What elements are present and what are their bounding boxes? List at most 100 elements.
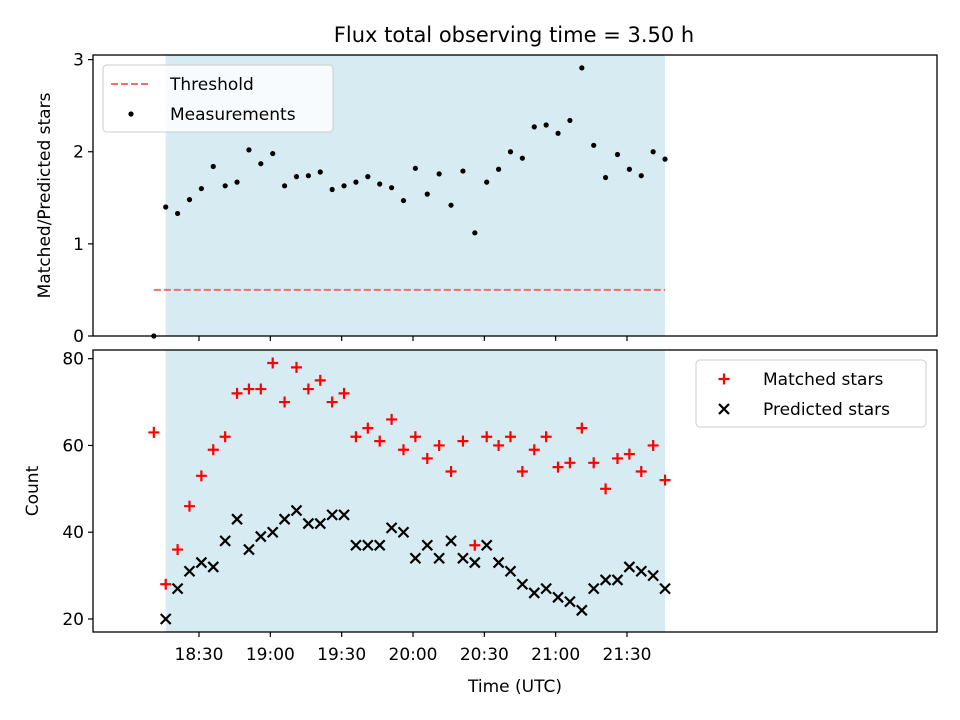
predicted-star-point [576,604,588,617]
predicted-star-point [171,582,184,595]
matched-star-point [231,387,243,399]
matched-star-point [528,444,540,456]
legend: Threshold Measurements [102,64,334,133]
y-axis-label: Count [23,465,43,516]
measurement-point [460,168,466,174]
measurement-point [175,210,181,217]
measurement-point [389,185,395,191]
measurement-point [555,130,561,136]
matched-star-point [540,431,552,443]
x-tick-label: 20:00 [389,645,438,665]
legend-measurement-swatch [128,111,134,117]
measurement-point [496,166,502,172]
measurement-point [198,185,204,192]
y-tick-label: 3 [73,51,84,71]
measurement-point [638,173,644,179]
predicted-star-point [338,509,350,521]
measurement-point [626,166,632,172]
legend-label: Measurements [170,105,296,125]
measurement-point [507,149,514,155]
matched-star-point [576,422,588,434]
matched-star-point [433,439,445,451]
predicted-star-point [469,556,481,569]
matched-star-point [314,374,326,386]
measurement-point [579,65,585,71]
x-tick-label: 18:30 [175,645,224,665]
legend-box [695,359,927,428]
measurement-point [210,163,216,170]
measurement-point [436,171,442,177]
predicted-star-point [231,513,243,525]
matched-star-point [469,539,481,551]
predicted-star-point [480,539,493,552]
matched-star-point [397,444,409,456]
measurement-point [519,155,525,161]
predicted-star-point [516,578,529,591]
matched-star-point [552,461,564,473]
legend-box [102,64,334,133]
y-axis-label: Matched/Predicted stars [35,92,55,298]
y-tick-label: 1 [73,235,84,255]
predicted-star-point [635,565,648,578]
y-tick-label: 0 [73,327,84,347]
predicted-star-point [409,552,422,565]
predicted-star-point [290,504,303,517]
x-tick-label: 19:30 [317,645,366,665]
measurement-point [400,197,407,204]
predicted-star-point [195,556,208,569]
x-axis-label: Time (UTC) [467,677,562,697]
matched-star-point [647,439,659,451]
predicted-star-point [373,539,386,552]
y-tick-label: 80 [62,350,84,370]
measurement-point [365,174,371,180]
predicted-star-point [611,574,624,586]
matched-star-point [409,431,421,443]
matched-star-point [421,452,433,464]
axes-frame [92,54,938,337]
matched-star-point [588,457,600,469]
measurement-point [424,191,430,197]
matched-star-point [207,444,219,456]
measurement-point [543,122,549,128]
matched-star-point [635,465,647,477]
matched-star-point [611,452,623,464]
predicted-star-point [421,539,434,552]
matched-star-point [148,426,160,438]
matched-star-point [623,448,635,460]
count-panel: 20 40 60 80 18:30 19:00 19:30 20:00 20:30 21:00 21… [23,349,938,697]
legend-label: Predicted stars [763,400,890,420]
measurement-point [484,179,490,185]
predicted-star-point [492,556,505,569]
predicted-star-point [159,613,172,625]
predicted-star-point [552,591,564,604]
predicted-star-point [599,574,612,586]
matched-star-point [600,483,612,495]
predicted-star-point [433,552,445,565]
ratio-panel: 0 1 2 3 Matched/Predicted stars Threshold Meas… [35,51,938,347]
legend-matched-swatch [718,373,730,385]
measurement-point [412,165,418,171]
predicted-star-point [326,509,338,521]
predicted-star-point [528,587,541,599]
matched-star-point [183,500,195,512]
matched-star-point [243,383,255,395]
measurement-point [222,183,228,189]
matched-star-point [504,431,516,443]
measurement-point [603,174,609,181]
predicted-star-point [243,543,255,556]
predicted-star-point [278,513,291,525]
predicted-star-point [504,565,517,578]
matched-star-point [195,470,207,482]
axes-frame [92,349,938,633]
legend: Matched stars Predicted stars [695,359,927,428]
matched-star-point [267,357,279,369]
matched-star-point [279,396,291,408]
measurement-point [270,150,276,157]
y-tick-label: 60 [62,436,84,456]
matched-star-point [160,578,172,590]
predicted-star-point [302,517,315,530]
predicted-star-point [207,561,220,573]
matched-star-point [457,435,469,447]
matched-star-point [219,431,231,443]
matched-star-point [374,435,386,447]
